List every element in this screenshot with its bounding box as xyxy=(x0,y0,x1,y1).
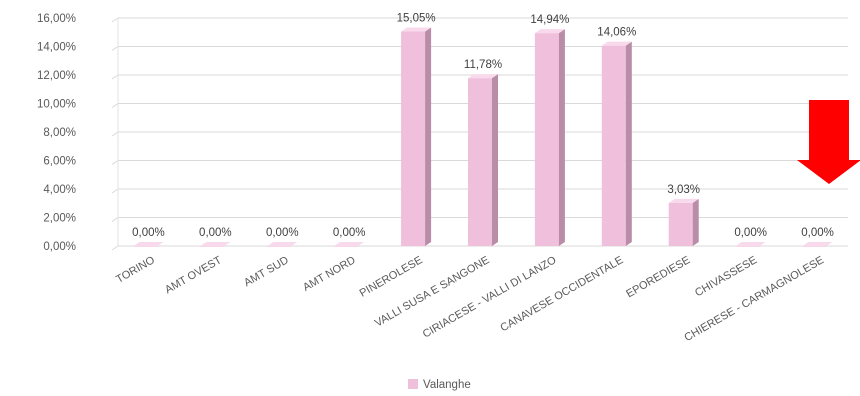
y-tick-label: 8,00% xyxy=(43,127,76,139)
bar-top xyxy=(200,242,231,246)
red-arrow-icon xyxy=(797,100,860,184)
bar-top xyxy=(133,242,164,246)
category-label: TORINO xyxy=(114,254,157,286)
y-tick-label: 6,00% xyxy=(43,156,76,168)
bar-top xyxy=(534,29,565,34)
y-tick-label: 16,00% xyxy=(37,13,76,25)
bar xyxy=(534,33,559,247)
gridline-side xyxy=(111,160,119,165)
category-label: CHIVASSESE xyxy=(693,254,759,299)
category-label: EPOREDIESE xyxy=(624,254,692,300)
bar xyxy=(468,78,492,246)
legend-label: Valanghe xyxy=(423,379,471,391)
data-label: 14,06% xyxy=(597,27,636,39)
category-label: VALLI SUSA E SANGONE xyxy=(373,254,492,329)
bar-side xyxy=(558,29,565,247)
data-label: 15,05% xyxy=(397,13,436,25)
category-label: AMT OVEST xyxy=(163,254,224,296)
data-label: 0,00% xyxy=(734,227,767,239)
y-tick-label: 0,00% xyxy=(43,241,76,253)
gridline-side xyxy=(111,131,119,137)
data-label: 0,00% xyxy=(199,227,232,239)
bar xyxy=(601,45,626,246)
category-label: PINEROLESE xyxy=(358,254,425,300)
data-label: 0,00% xyxy=(266,227,299,239)
y-tick-label: 4,00% xyxy=(43,184,76,196)
bar-side xyxy=(492,74,498,246)
bar xyxy=(668,202,693,246)
gridline-side xyxy=(111,74,119,80)
bar-side xyxy=(425,27,432,246)
bar xyxy=(200,246,225,247)
gridline-side xyxy=(111,17,119,23)
bar-top xyxy=(468,74,498,79)
bar-top xyxy=(735,242,766,246)
category-label: CIRIACESE - VALLI DI LANZO xyxy=(421,254,559,341)
bar-top xyxy=(334,242,365,246)
y-tick-label: 12,00% xyxy=(37,70,76,82)
bar-top xyxy=(802,242,833,246)
gridline-side xyxy=(111,46,119,51)
category-label: CANAVESE OCCIDENTALE xyxy=(498,254,625,334)
gridline-side xyxy=(111,217,119,222)
data-label: 0,00% xyxy=(801,227,834,239)
bar-side xyxy=(625,41,632,246)
category-label: AMT NORD xyxy=(301,254,358,294)
gridline-side xyxy=(111,188,119,194)
data-label: 14,94% xyxy=(530,14,569,26)
bar-top xyxy=(668,198,699,203)
bar xyxy=(802,246,827,247)
bar-top xyxy=(601,41,632,46)
gridline-side xyxy=(111,245,119,251)
y-tick-label: 10,00% xyxy=(37,99,76,111)
y-tick-label: 14,00% xyxy=(37,42,76,54)
legend-swatch xyxy=(408,379,418,389)
category-label: AMT SUD xyxy=(242,254,291,289)
gridline-side xyxy=(111,103,119,108)
y-tick-label: 2,00% xyxy=(43,213,76,225)
data-label: 0,00% xyxy=(132,227,165,239)
bar xyxy=(735,246,760,247)
data-label: 0,00% xyxy=(333,227,366,239)
data-label: 11,78% xyxy=(464,59,502,71)
bar-side xyxy=(692,198,699,246)
bar xyxy=(401,31,426,246)
bar-top xyxy=(267,242,298,246)
bar xyxy=(267,246,292,247)
category-label: CHIERESE - CARMAGNOLESE xyxy=(682,254,826,344)
data-label: 3,03% xyxy=(667,184,700,196)
bar-top xyxy=(401,27,432,32)
bar xyxy=(133,246,158,247)
bar xyxy=(334,246,359,247)
